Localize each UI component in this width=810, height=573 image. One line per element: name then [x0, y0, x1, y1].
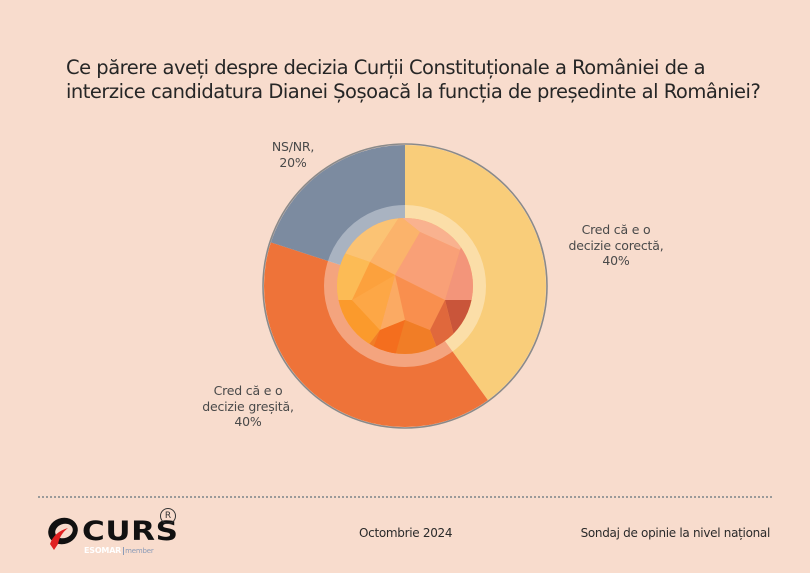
footer-divider — [38, 496, 772, 498]
footer-survey-type: Sondaj de opinie la nivel național — [580, 526, 771, 540]
chart-title-line-1: Ce părere aveți despre decizia Curții Co… — [66, 56, 706, 79]
footer-date: Octombrie 2024 — [359, 526, 453, 540]
chart-title: Ce părere aveți despre decizia Curții Co… — [66, 56, 786, 104]
donut-outer-ring — [262, 143, 548, 429]
curs-logo: CURS R ESOMAR member — [44, 508, 184, 562]
label-correct: Cred că e o decizie corectă, 40% — [568, 222, 664, 268]
esomar-badge: ESOMAR member — [84, 546, 154, 555]
label-nsnr: NS/NR, 20% — [271, 139, 315, 170]
donut-chart: Cred că e o decizie corectă, 40% Cred că… — [202, 139, 664, 429]
donut-inner-ring — [324, 205, 486, 367]
curs-logo-icon — [48, 517, 78, 550]
slice-correct[interactable] — [405, 145, 546, 401]
registered-icon: R — [160, 508, 176, 524]
donut-chart-graphic — [262, 143, 548, 429]
chart-title-line-2: interzice candidatura Dianei Șoșoacă la … — [66, 80, 761, 103]
label-wrong: Cred că e o decizie greșită, 40% — [202, 383, 294, 429]
